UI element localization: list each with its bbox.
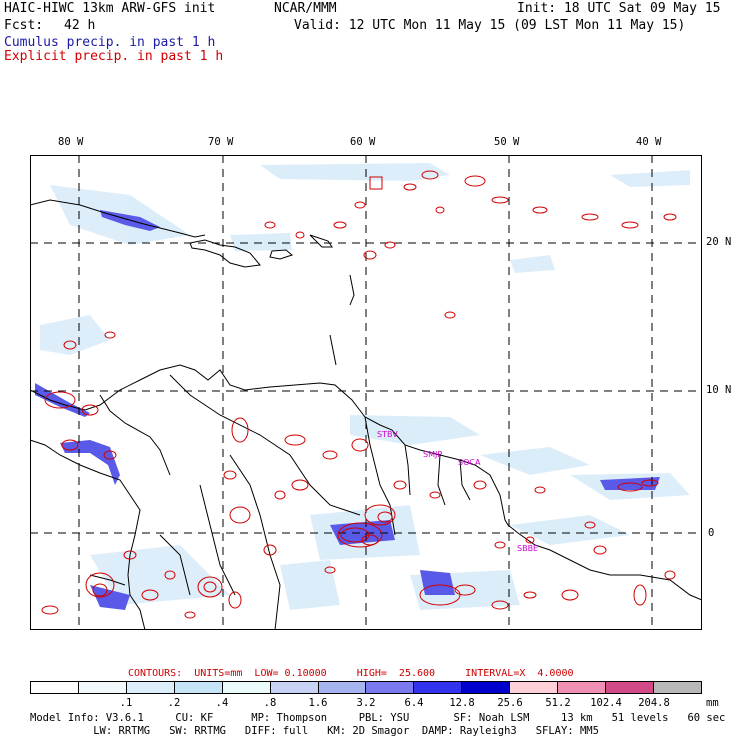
color-swatch (558, 682, 607, 693)
station-label: SOCA (458, 458, 481, 467)
init-time: Init: 18 UTC Sat 09 May 15 (517, 1, 721, 16)
station-label: SMJP (423, 450, 442, 459)
lat-label: 0 (708, 527, 715, 539)
station-label: SBBE (517, 544, 538, 553)
forecast-hour: 42 h (64, 18, 96, 33)
lon-label: 40 W (636, 136, 662, 148)
color-swatch (653, 682, 701, 693)
model-title: HAIC-HIWC 13km ARW-GFS init (4, 1, 216, 16)
explicit-precip-contours (41, 170, 677, 619)
cumulus-legend: Cumulus precip. in past 1 h (4, 35, 216, 50)
color-swatch (78, 682, 127, 693)
color-swatch (270, 682, 319, 693)
model-info-line2: LW: RRTMG SW: RRTMG DIFF: full KM: 2D Sm… (30, 725, 599, 737)
color-scale-tick: 204.8 (638, 697, 670, 709)
color-scale-tick: 1.6 (308, 697, 328, 709)
unit-label: mm (706, 697, 719, 709)
lat-lon-grid (30, 155, 702, 630)
explicit-legend: Explicit precip. in past 1 h (4, 49, 224, 64)
color-swatch (366, 682, 415, 693)
lon-label: 70 W (208, 136, 234, 148)
color-scale-tick: 6.4 (404, 697, 424, 709)
lon-label: 50 W (494, 136, 520, 148)
color-scale-tick: 12.8 (449, 697, 475, 709)
lon-label: 80 W (58, 136, 84, 148)
forecast-label: Fcst: (4, 18, 44, 33)
color-scale-bar (30, 681, 702, 694)
color-scale-tick: 3.2 (356, 697, 376, 709)
station-markers: STBV SMJP SOCA SBBE (377, 430, 538, 553)
lat-label: 20 N (706, 236, 732, 248)
color-swatch (174, 682, 223, 693)
color-scale-tick: 102.4 (590, 697, 622, 709)
color-swatch (414, 682, 463, 693)
color-scale-tick: 25.6 (497, 697, 523, 709)
station-label: STBV (377, 430, 398, 439)
color-swatch (606, 682, 654, 693)
color-swatch (222, 682, 271, 693)
color-swatch (510, 682, 559, 693)
lat-label: 10 N (706, 384, 732, 396)
contours-legend: CONTOURS: UNITS=mm LOW= 0.10000 HIGH= 25… (128, 668, 574, 679)
lon-label: 60 W (350, 136, 376, 148)
valid-time: Valid: 12 UTC Mon 11 May 15 (09 LST Mon … (294, 18, 686, 33)
color-scale-tick: .8 (263, 697, 277, 709)
color-scale-tick: .1 (119, 697, 133, 709)
color-scale-tick: 51.2 (545, 697, 571, 709)
model-info-line1: Model Info: V3.6.1 CU: KF MP: Thompson P… (30, 712, 726, 724)
color-swatch (318, 682, 367, 693)
color-scale-tick: .2 (167, 697, 181, 709)
coastlines (30, 199, 702, 630)
color-scale-tick: .4 (215, 697, 229, 709)
color-swatch (31, 682, 79, 693)
center-label: NCAR/MMM (274, 1, 337, 16)
precipitation-map: STBV SMJP SOCA SBBE (30, 155, 702, 630)
color-swatch (126, 682, 175, 693)
color-swatch (462, 682, 511, 693)
